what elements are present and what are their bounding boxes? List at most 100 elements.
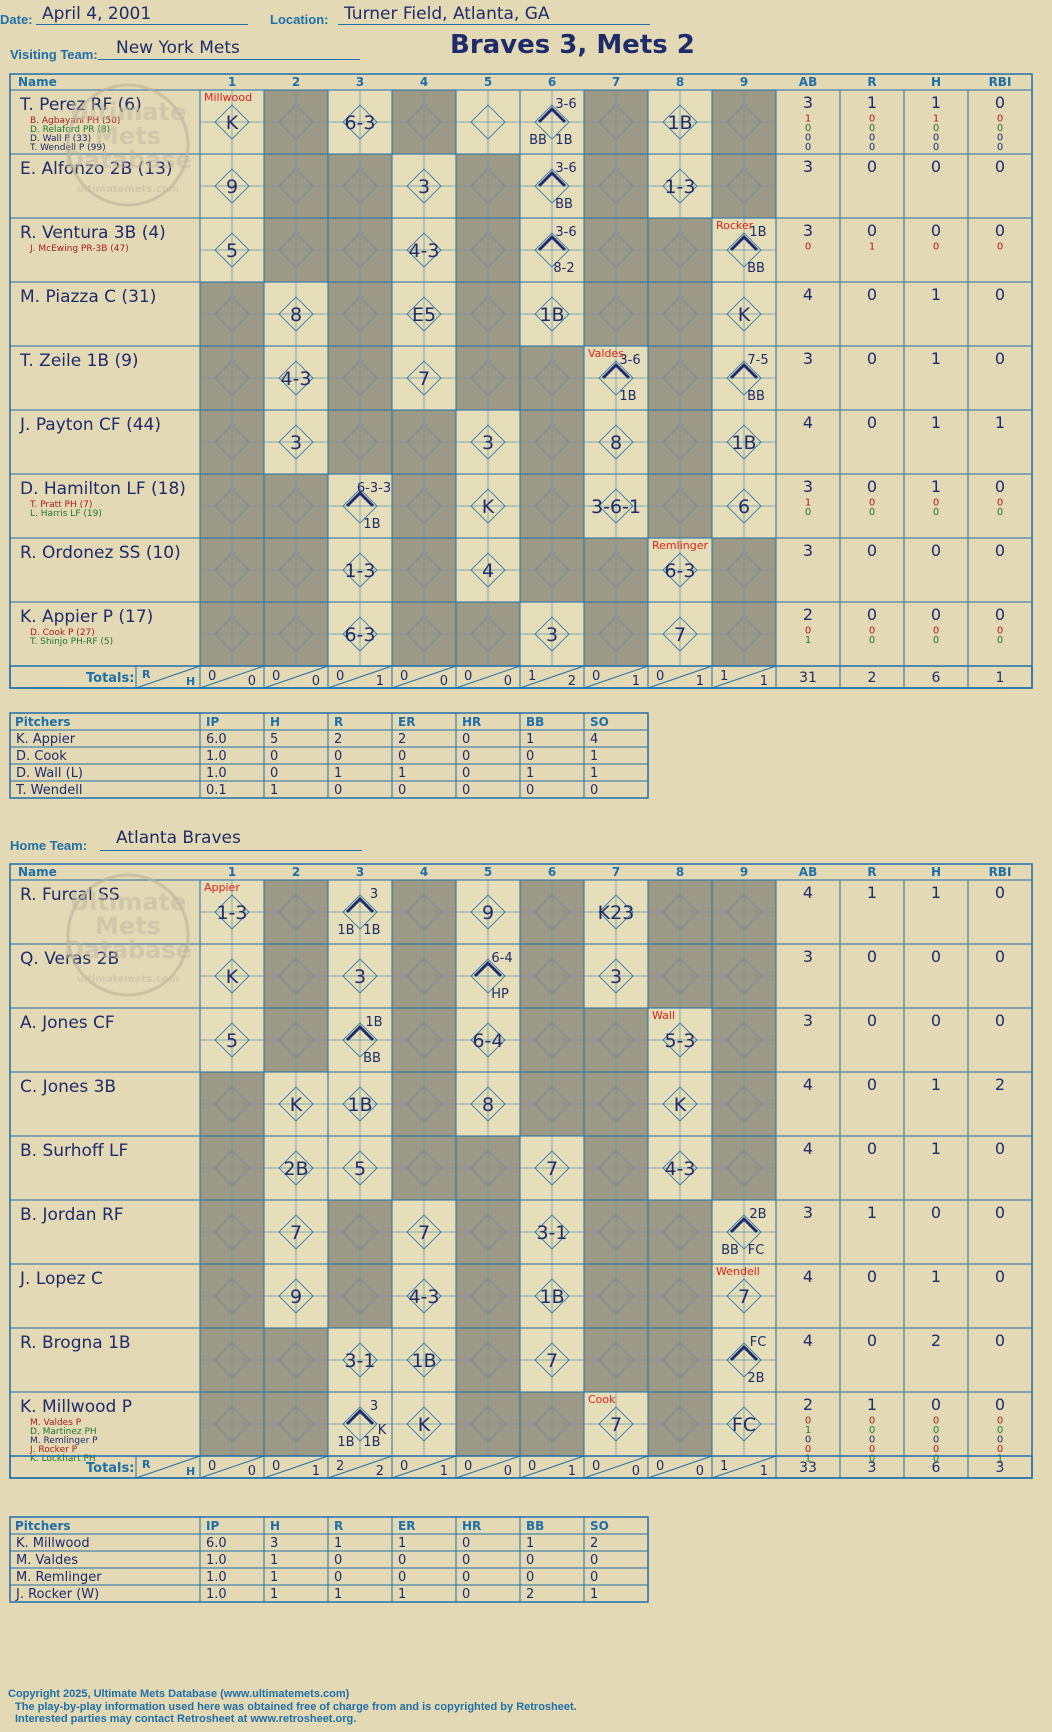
visitor-pitchers-col-header: HR [462, 715, 481, 729]
visitor-play-mark: 8-2 [553, 261, 574, 276]
visitor-totals-label: Totals: [86, 671, 134, 686]
home-batter-name: A. Jones CF [20, 1013, 115, 1033]
home-watermark-text: Database [64, 936, 192, 964]
visitor-stat-value: 0 [933, 123, 939, 134]
visitor-inning-total-divider [263, 665, 329, 689]
home-play-mark: BB [721, 1243, 739, 1258]
visitor-stat-value: 0 [997, 635, 1003, 646]
visitor-total-stat: 31 [799, 670, 817, 686]
home-pitcher-stat: 6.0 [206, 1536, 227, 1551]
home-total-stat: 6 [932, 1460, 941, 1476]
visitor-header-stat: RBI [989, 75, 1012, 89]
visitor-watermark-text: ultimatemets.com [77, 184, 179, 195]
visitor-stat-value: 0 [805, 507, 811, 518]
home-inning-hits: 1 [440, 1464, 448, 1479]
home-pitchers-col-header: ER [398, 1519, 415, 1533]
home-watermark-text: ultimatemets.com [77, 974, 179, 985]
home-total-stat-cell [967, 1455, 1033, 1479]
visitor-play-mark: 8 [290, 304, 302, 326]
visitor-run-path [537, 234, 567, 252]
home-pitcher-stat: 0 [462, 1587, 470, 1602]
visitor-inning-hits: 0 [312, 674, 320, 689]
visitor-play-mark: 4-3 [280, 368, 311, 390]
home-inning-hits: 0 [504, 1464, 512, 1479]
home-stat-value: 4 [803, 1331, 813, 1350]
visitor-pitcher-stat: 0 [590, 783, 598, 798]
home-stat-value: 1 [805, 1454, 811, 1465]
home-pitchers-col-header: H [270, 1519, 280, 1533]
home-stat-value: 0 [869, 1425, 875, 1436]
home-header-inning: 6 [548, 865, 556, 879]
visitor-stat-value: 0 [997, 142, 1003, 153]
home-batter-name: Q. Veras 2B [20, 949, 119, 969]
home-batter-name: R. Brogna 1B [20, 1333, 131, 1353]
visitor-play-mark: 3-6 [619, 353, 640, 368]
home-pitcher-stat: 0 [462, 1536, 470, 1551]
visitor-stat-value: 0 [869, 498, 875, 509]
home-play-mark: 7 [546, 1350, 558, 1372]
visitor-inning-hits: 1 [632, 674, 640, 689]
visitor-watermark-seal [66, 83, 190, 207]
home-play-mark: 2B [283, 1158, 308, 1180]
visitor-run-path [537, 106, 567, 124]
home-header-inning: 3 [356, 865, 364, 879]
visitor-pitcher-stat: 0 [462, 766, 470, 781]
home-pitchers-col-header: HR [462, 1519, 481, 1533]
visitor-pitcher-change: Remlinger [652, 539, 708, 552]
visitor-stat-value: 0 [931, 541, 941, 560]
visitor-stat-value: 0 [867, 605, 877, 624]
visitor-inning-total-divider [647, 665, 713, 689]
visitor-header-name: Name [18, 75, 57, 89]
home-play-mark: 4-3 [408, 1286, 439, 1308]
visitor-play-mark: 4 [482, 560, 494, 582]
home-stat-value: 4 [803, 1267, 813, 1286]
visitor-r-key: R [142, 668, 151, 681]
home-pitchers-col-header: IP [206, 1519, 219, 1533]
visitor-play-mark: BB [747, 389, 765, 404]
visitor-pitcher-stat: 2 [334, 732, 342, 747]
footer-contact: Interested parties may contact Retroshee… [15, 1713, 357, 1725]
visitor-total-stat: 1 [996, 670, 1005, 686]
home-inning-total-divider [455, 1455, 521, 1479]
home-total-stat: 3 [996, 1460, 1005, 1476]
home-inning-hits: 1 [312, 1464, 320, 1479]
visitor-play-mark: 6-3 [344, 112, 375, 134]
home-inning-runs: 0 [272, 1459, 280, 1474]
home-play-mark: 1B [411, 1350, 436, 1372]
home-pitcher-name: M. Valdes [16, 1553, 78, 1568]
visitor-inning-runs: 1 [720, 669, 728, 684]
visitor-inning-runs: 0 [336, 669, 344, 684]
visiting-team-label: Visiting Team: [10, 47, 98, 62]
visitor-play-mark: BB [555, 197, 573, 212]
home-rh-divider [135, 1455, 201, 1479]
visitor-play-mark: 3 [418, 176, 430, 198]
home-pitcher-stat: 1 [334, 1536, 342, 1551]
visitor-stat-value: 3 [803, 477, 813, 496]
visitor-stat-value: 1 [869, 242, 875, 253]
home-stat-value: 0 [867, 1011, 877, 1030]
visitor-stat-value: 0 [805, 626, 811, 637]
home-watermark-text: Mets [95, 912, 161, 940]
visitor-pitcher-stat: 1 [590, 766, 598, 781]
visitor-pitchers-col-header: H [270, 715, 280, 729]
home-stat-value: 0 [995, 1267, 1005, 1286]
visitor-pitcher-stat: 4 [590, 732, 598, 747]
home-play-mark: 7 [290, 1222, 302, 1244]
home-batter-name: K. Millwood P [20, 1397, 132, 1417]
home-pitcher-stat: 1 [270, 1570, 278, 1585]
visitor-play-mark: 3 [290, 432, 302, 454]
visitor-stat-value: 0 [867, 157, 877, 176]
home-stat-value: 0 [997, 1416, 1003, 1427]
home-run-path [345, 896, 375, 914]
visitor-header-stat: H [931, 75, 941, 89]
home-batter-name: J. Lopez C [19, 1269, 103, 1289]
home-stat-value: 0 [869, 1435, 875, 1446]
home-pitcher-change: Appier [204, 881, 240, 894]
home-play-mark: 2B [747, 1371, 764, 1386]
home-pitcher-stat: 0 [462, 1570, 470, 1585]
home-pitchers-col-header: SO [590, 1519, 609, 1533]
home-stat-value: 0 [995, 883, 1005, 902]
game-result-title: Braves 3, Mets 2 [450, 30, 695, 60]
visitor-play-mark: 6-3-3 [357, 481, 391, 496]
visitor-pitcher-stat: 1 [590, 749, 598, 764]
